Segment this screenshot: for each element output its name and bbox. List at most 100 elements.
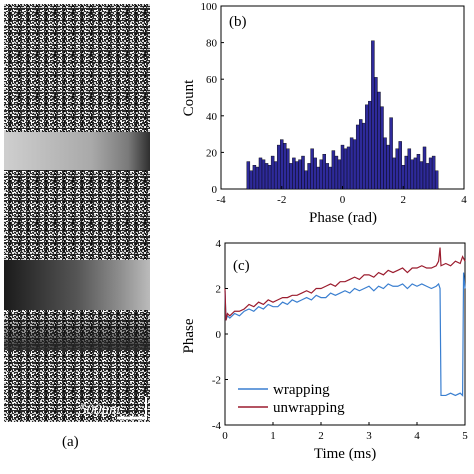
- histogram-bar: [428, 157, 433, 190]
- line-ylabel: Phase: [181, 318, 197, 353]
- histogram-bar: [267, 165, 272, 190]
- line-series: [224, 247, 466, 397]
- histogram-xlabel: Phase (rad): [309, 210, 377, 226]
- histogram-bar: [422, 146, 427, 190]
- histogram-bar: [386, 144, 390, 190]
- histogram-bar: [325, 163, 330, 190]
- histogram-bar: [434, 170, 439, 190]
- x-tick-label: -4: [216, 194, 226, 206]
- histogram-bar: [328, 166, 333, 190]
- histogram-bar: [365, 104, 369, 190]
- histogram-bar: [258, 157, 263, 190]
- histogram-bar: [289, 163, 293, 190]
- histogram-bar: [392, 157, 396, 190]
- scale-bar-label: 500μm: [79, 402, 120, 418]
- y-tick-label: 4: [216, 238, 222, 250]
- histogram-bar: [416, 154, 421, 190]
- histogram-bar: [404, 155, 409, 190]
- histogram-bars: [246, 40, 439, 190]
- histogram-bar: [313, 157, 317, 190]
- histogram-bar: [368, 100, 372, 190]
- panel-c-line-chart: 0 1 2 3 4 5 -4 -2 0 2 4 (c) Time (ms) Phase wrapp…: [181, 238, 468, 462]
- histogram-bar: [374, 77, 378, 190]
- histogram-bar: [352, 139, 357, 190]
- histogram-bar: [307, 163, 311, 190]
- histogram-bar: [295, 161, 299, 190]
- y-tick-label: 60: [206, 74, 218, 86]
- y-tick-label: 0: [212, 184, 218, 196]
- y-tick-label: -4: [212, 420, 222, 432]
- histogram-bar: [349, 137, 354, 190]
- histogram-bar: [395, 148, 399, 190]
- panel-a-tag: (a): [62, 434, 79, 450]
- line-xlabel: Time (ms): [314, 446, 376, 462]
- histogram-bar: [371, 40, 375, 190]
- x-tick-label: 0: [340, 194, 346, 206]
- legend-label: unwrapping: [273, 400, 345, 416]
- y-tick-label: 40: [206, 111, 218, 123]
- histogram-bar: [419, 161, 424, 190]
- histogram-bar: [301, 155, 305, 190]
- x-tick-label: 0: [222, 430, 228, 442]
- y-tick-label: 80: [206, 38, 218, 50]
- histogram-bar: [410, 159, 415, 190]
- histogram-bar: [270, 155, 275, 190]
- histogram-bar: [407, 148, 412, 190]
- y-tick-label: -2: [212, 375, 221, 387]
- histogram-ylabel: Count: [181, 79, 197, 117]
- panel-b-histogram: -4 -2 0 2 4 0 20 40 60 80 100 (b) Phase (rad) Cou…: [181, 1, 467, 226]
- histogram-bar: [249, 170, 254, 190]
- histogram-bar: [389, 117, 393, 190]
- x-tick-label: 2: [401, 194, 407, 206]
- histogram-bar: [346, 146, 351, 190]
- histogram-bar: [322, 154, 327, 190]
- histogram-bar: [340, 144, 345, 190]
- histogram-bar: [264, 163, 269, 190]
- y-tick-label: 0: [216, 329, 222, 341]
- histogram-bar: [298, 159, 302, 190]
- line-x-ticks: 0 1 2 3 4 5: [222, 422, 468, 442]
- histogram-bar: [401, 165, 405, 190]
- histogram-bar: [362, 122, 366, 190]
- histogram-bar: [398, 141, 402, 190]
- series-line-wrapping: [224, 272, 466, 397]
- histogram-bar: [261, 159, 266, 190]
- histogram-bar: [359, 119, 363, 190]
- histogram-bar: [377, 91, 381, 190]
- y-tick-label: 2: [216, 284, 222, 296]
- histogram-bar: [252, 165, 257, 190]
- y-tick-label: 20: [206, 147, 218, 159]
- panel-a-image: 500μm (a): [4, 4, 150, 450]
- x-tick-label: 5: [462, 430, 468, 442]
- panel-b-tag: (b): [229, 14, 247, 30]
- histogram-bar: [276, 144, 281, 190]
- histogram-bar: [286, 148, 290, 190]
- x-tick-label: 4: [414, 430, 420, 442]
- histogram-bar: [334, 155, 339, 190]
- panel-c-tag: (c): [233, 258, 250, 274]
- histogram-bar: [283, 143, 287, 190]
- histogram-bar: [383, 137, 387, 190]
- histogram-bar: [319, 159, 323, 190]
- histogram-bar: [331, 150, 336, 190]
- y-tick-label: 100: [201, 1, 218, 13]
- histogram-y-ticks: 0 20 40 60 80 100: [201, 1, 224, 196]
- histogram-bar: [273, 161, 278, 190]
- histogram-bar: [310, 148, 314, 190]
- histogram-bar: [343, 148, 348, 190]
- histogram-bar: [292, 157, 296, 190]
- line-legend: wrapping unwrapping: [238, 382, 345, 416]
- histogram-bar: [246, 161, 251, 190]
- histogram-bar: [337, 159, 342, 190]
- histogram-bar: [255, 166, 260, 190]
- line-plot-area: [224, 242, 466, 426]
- line-y-ticks: -4 -2 0 2 4: [212, 238, 228, 432]
- histogram-bar: [380, 106, 384, 190]
- histogram-bar: [431, 155, 436, 190]
- x-tick-label: 3: [366, 430, 372, 442]
- histogram-bar: [355, 124, 360, 190]
- histogram-bar: [316, 166, 320, 190]
- x-tick-label: 1: [270, 430, 276, 442]
- histogram-bar: [413, 157, 418, 190]
